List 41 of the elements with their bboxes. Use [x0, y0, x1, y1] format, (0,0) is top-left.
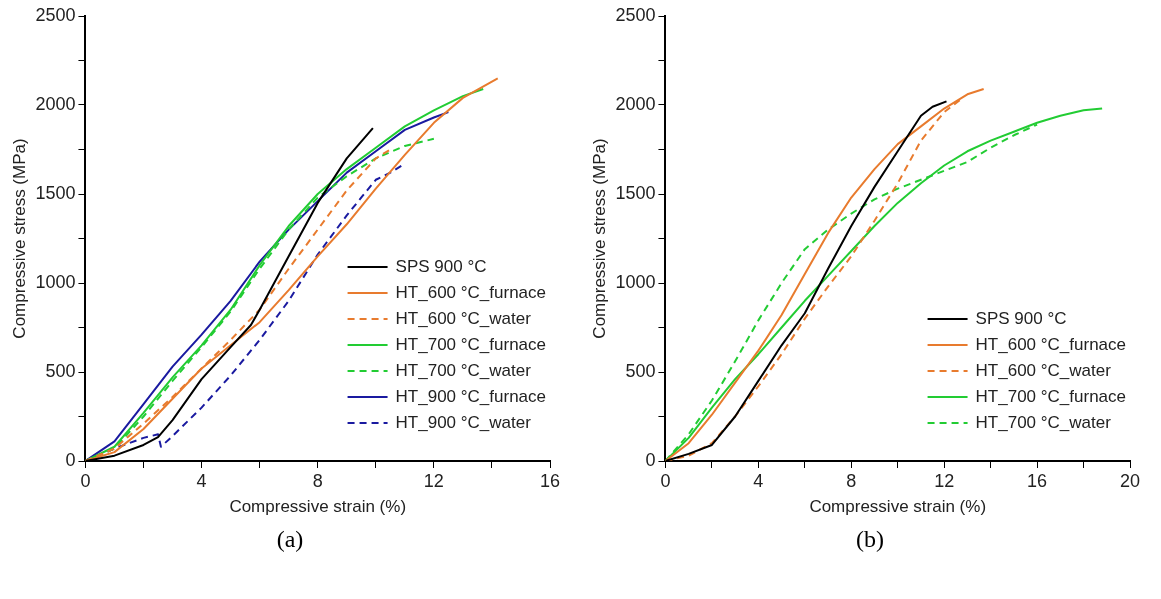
legend-label: HT_600 °C_furnace [975, 334, 1126, 354]
text: (a) [275, 526, 305, 553]
legend-label: HT_700 °C_water [975, 412, 1112, 432]
legend-label: HT_700 °C_water [395, 360, 532, 380]
x-tick-label: 16 [539, 470, 561, 491]
legend-label: HT_900 °C_water [395, 412, 532, 432]
y-tick-label: 0 [65, 449, 76, 470]
y-tick-label: 1000 [35, 271, 76, 292]
y-tick-label: 1500 [615, 182, 656, 203]
y-tick-label: 1500 [35, 182, 76, 203]
y-tick-label: 500 [45, 360, 76, 381]
y-tick-label: 2500 [35, 4, 76, 25]
legend-label: HT_900 °C_furnace [395, 386, 546, 406]
text: (b) [855, 526, 885, 553]
x-tick-label: 20 [1119, 470, 1141, 491]
x-tick-label: 8 [846, 470, 857, 491]
legend-label: SPS 900 °C [975, 308, 1067, 328]
y-tick-label: 1000 [615, 271, 656, 292]
legend-label: HT_700 °C_furnace [395, 334, 546, 354]
legend-label: HT_600 °C_furnace [395, 282, 546, 302]
x-tick-label: 12 [934, 470, 955, 491]
x-tick-label: 0 [80, 470, 91, 491]
x-tick-label: 12 [423, 470, 444, 491]
legend-label: HT_700 °C_furnace [975, 386, 1126, 406]
y-axis-title: Compressive stress (MPa) [589, 138, 609, 339]
x-tick-label: 8 [312, 470, 323, 491]
y-tick-label: 2000 [615, 93, 656, 114]
y-tick-label: 2500 [615, 4, 656, 25]
legend-label: HT_600 °C_water [395, 308, 532, 328]
x-tick-label: 0 [660, 470, 671, 491]
x-tick-label: 4 [196, 470, 207, 491]
legend-label: HT_600 °C_water [975, 360, 1112, 380]
y-tick-label: 2000 [35, 93, 76, 114]
x-axis-title: Compressive strain (%) [809, 497, 987, 517]
y-axis-title: Compressive stress (MPa) [9, 138, 29, 339]
y-tick-label: 500 [625, 360, 656, 381]
x-axis-title: Compressive strain (%) [229, 497, 407, 517]
x-tick-label: 16 [1027, 470, 1048, 491]
y-tick-label: 0 [645, 449, 656, 470]
x-tick-label: 4 [753, 470, 764, 491]
legend-label: SPS 900 °C [395, 256, 487, 276]
